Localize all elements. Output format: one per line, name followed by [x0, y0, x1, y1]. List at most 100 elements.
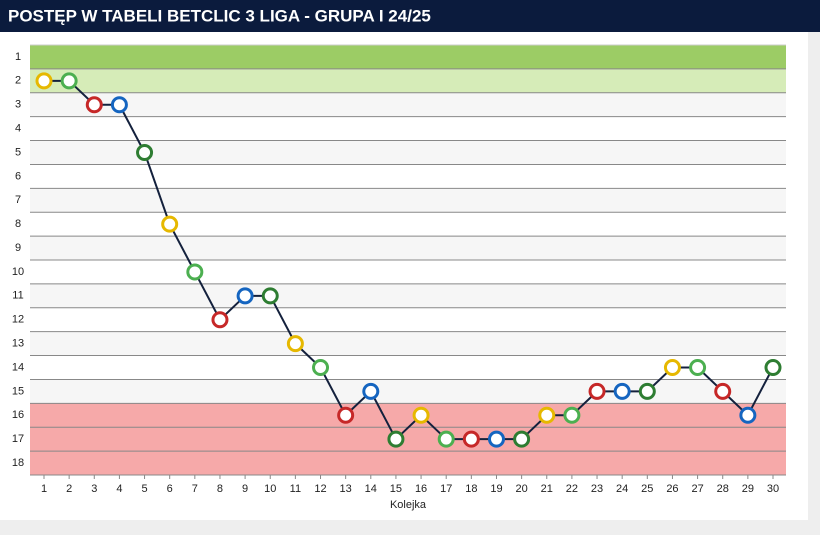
club-marker [739, 406, 757, 424]
club-marker [437, 430, 455, 448]
x-tick-label: 9 [242, 483, 248, 495]
club-marker [588, 382, 606, 400]
club-marker [286, 335, 304, 353]
club-marker [211, 311, 229, 329]
y-tick-label: 17 [12, 433, 24, 445]
row-band [30, 236, 786, 260]
x-tick-label: 29 [742, 483, 754, 495]
club-marker [110, 96, 128, 114]
club-marker [186, 263, 204, 281]
club-marker [312, 359, 330, 376]
x-tick-label: 12 [314, 483, 326, 495]
club-marker [487, 430, 505, 448]
x-tick-label: 21 [541, 483, 553, 495]
y-tick-label: 12 [12, 314, 24, 326]
x-tick-label: 18 [465, 483, 477, 495]
x-tick-label: 22 [566, 483, 578, 495]
y-tick-label: 5 [15, 146, 21, 158]
y-tick-label: 16 [12, 409, 24, 421]
y-tick-label: 6 [15, 170, 21, 182]
y-tick-label: 15 [12, 385, 24, 397]
x-tick-label: 26 [666, 483, 678, 495]
x-tick-label: 7 [192, 483, 198, 495]
x-axis-label: Kolejka [390, 499, 427, 511]
y-tick-label: 9 [15, 242, 21, 254]
row-band [30, 283, 786, 308]
x-tick-label: 14 [365, 483, 377, 495]
club-marker [663, 359, 681, 376]
x-tick-label: 28 [717, 483, 729, 495]
y-tick-label: 7 [15, 194, 21, 206]
row-band [30, 164, 786, 189]
y-tick-label: 4 [15, 123, 21, 135]
y-tick-label: 8 [15, 218, 21, 230]
club-marker [261, 287, 279, 305]
club-marker [538, 406, 556, 424]
x-tick-label: 19 [490, 483, 502, 495]
header [0, 0, 820, 32]
x-tick-label: 24 [616, 483, 628, 495]
club-marker [412, 406, 430, 424]
row-band [30, 140, 786, 165]
club-marker [136, 144, 154, 161]
x-tick-label: 15 [390, 483, 402, 495]
x-tick-label: 10 [264, 483, 276, 495]
row-band [30, 45, 786, 69]
club-marker [764, 359, 782, 376]
x-tick-label: 6 [167, 483, 173, 495]
row-band [30, 331, 786, 356]
row-band [30, 188, 786, 213]
club-marker [689, 359, 707, 376]
x-tick-label: 25 [641, 483, 653, 495]
club-marker [236, 287, 254, 305]
x-tick-label: 3 [91, 483, 97, 495]
x-tick-label: 4 [116, 483, 122, 495]
club-marker [85, 96, 103, 114]
row-band [30, 307, 786, 332]
club-marker [60, 72, 78, 90]
row-band [30, 212, 786, 237]
y-tick-label: 1 [15, 51, 21, 63]
row-band [30, 403, 786, 428]
x-tick-label: 1 [41, 483, 47, 495]
club-marker [337, 406, 355, 424]
row-band [30, 68, 786, 93]
club-marker [35, 72, 53, 90]
y-tick-label: 2 [15, 75, 21, 87]
y-tick-label: 18 [12, 457, 24, 469]
y-tick-label: 14 [12, 361, 24, 373]
x-tick-label: 16 [415, 483, 427, 495]
row-band [30, 116, 786, 141]
y-tick-label: 11 [12, 290, 23, 302]
x-tick-label: 23 [591, 483, 603, 495]
y-tick-label: 13 [12, 338, 24, 350]
club-marker [387, 430, 405, 448]
x-tick-label: 27 [691, 483, 703, 495]
row-band [30, 379, 786, 404]
x-tick-label: 20 [515, 483, 527, 495]
club-marker [563, 406, 581, 424]
row-band [30, 427, 786, 452]
y-tick-label: 10 [12, 266, 24, 278]
row-band [30, 92, 786, 117]
row-band [30, 451, 786, 475]
x-tick-label: 13 [340, 483, 352, 495]
row-band [30, 355, 786, 380]
chart-title: POSTĘP W TABELI BETCLIC 3 LIGA - GRUPA I… [8, 6, 431, 25]
club-marker [714, 382, 732, 400]
x-tick-label: 30 [767, 483, 779, 495]
x-tick-label: 5 [141, 483, 147, 495]
club-marker [638, 382, 656, 400]
club-marker [513, 430, 531, 448]
row-band [30, 260, 786, 284]
x-tick-label: 8 [217, 483, 223, 495]
x-tick-label: 2 [66, 483, 72, 495]
x-tick-label: 11 [290, 483, 301, 495]
club-marker [462, 430, 480, 448]
y-tick-label: 3 [15, 99, 21, 111]
club-marker [161, 215, 179, 233]
club-marker [613, 382, 631, 400]
x-tick-label: 17 [440, 483, 452, 495]
club-marker [362, 382, 380, 400]
